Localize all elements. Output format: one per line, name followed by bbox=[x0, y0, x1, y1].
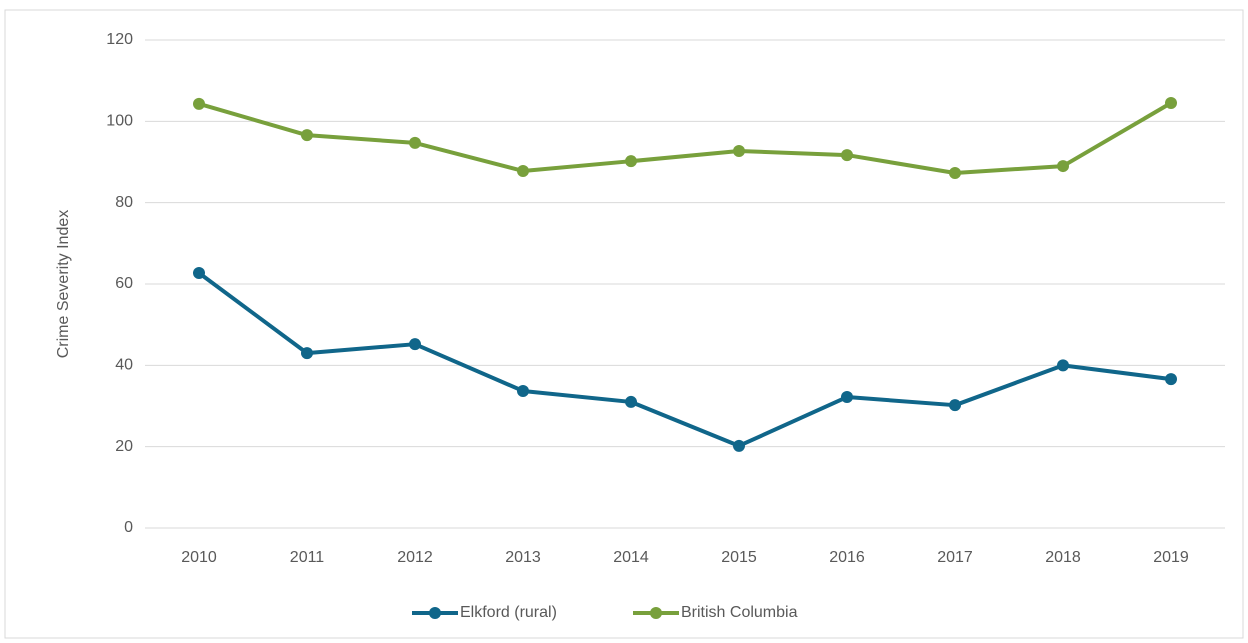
data-point bbox=[625, 155, 637, 168]
data-point bbox=[193, 97, 205, 110]
legend-label: Elkford (rural) bbox=[460, 604, 557, 621]
data-point bbox=[517, 384, 529, 397]
legend-marker bbox=[429, 607, 441, 619]
data-point bbox=[1165, 373, 1177, 386]
series-line bbox=[198, 101, 1173, 175]
x-tick-label: 2015 bbox=[721, 549, 757, 566]
chart-border bbox=[4, 9, 1244, 639]
x-tick-label: 2013 bbox=[505, 549, 541, 566]
data-point bbox=[517, 164, 529, 177]
x-tick-label: 2014 bbox=[613, 549, 649, 566]
data-point bbox=[301, 347, 313, 360]
x-tick-label: 2016 bbox=[829, 549, 865, 566]
x-tick-label: 2012 bbox=[397, 549, 433, 566]
data-point bbox=[409, 136, 421, 149]
series-line bbox=[197, 271, 1172, 448]
x-tick-label: 2017 bbox=[937, 549, 973, 566]
x-tick-label: 2011 bbox=[290, 549, 325, 566]
y-tick-label: 60 bbox=[115, 275, 133, 292]
data-point bbox=[841, 391, 853, 404]
x-tick-label: 2019 bbox=[1153, 549, 1189, 566]
data-point bbox=[1057, 359, 1069, 372]
data-point bbox=[193, 267, 205, 280]
data-point bbox=[625, 395, 637, 408]
legend-label: British Columbia bbox=[681, 604, 798, 621]
data-point bbox=[409, 338, 421, 351]
data-point bbox=[949, 166, 961, 179]
y-tick-label: 100 bbox=[106, 113, 133, 130]
y-tick-label: 40 bbox=[115, 357, 133, 374]
legend-marker bbox=[650, 607, 662, 619]
y-tick-label: 80 bbox=[115, 194, 133, 211]
x-tick-label: 2018 bbox=[1045, 549, 1081, 566]
data-point bbox=[841, 149, 853, 162]
data-point bbox=[301, 129, 313, 142]
x-tick-label: 2010 bbox=[181, 549, 217, 566]
y-tick-label: 20 bbox=[115, 438, 133, 455]
data-point bbox=[733, 439, 745, 452]
data-point bbox=[1165, 97, 1177, 110]
data-point bbox=[949, 399, 961, 412]
y-tick-label: 0 bbox=[124, 519, 133, 536]
data-point bbox=[733, 145, 745, 158]
y-tick-label: 120 bbox=[106, 31, 133, 48]
y-axis-label: Crime Severity Index bbox=[55, 210, 72, 359]
data-point bbox=[1057, 160, 1069, 173]
